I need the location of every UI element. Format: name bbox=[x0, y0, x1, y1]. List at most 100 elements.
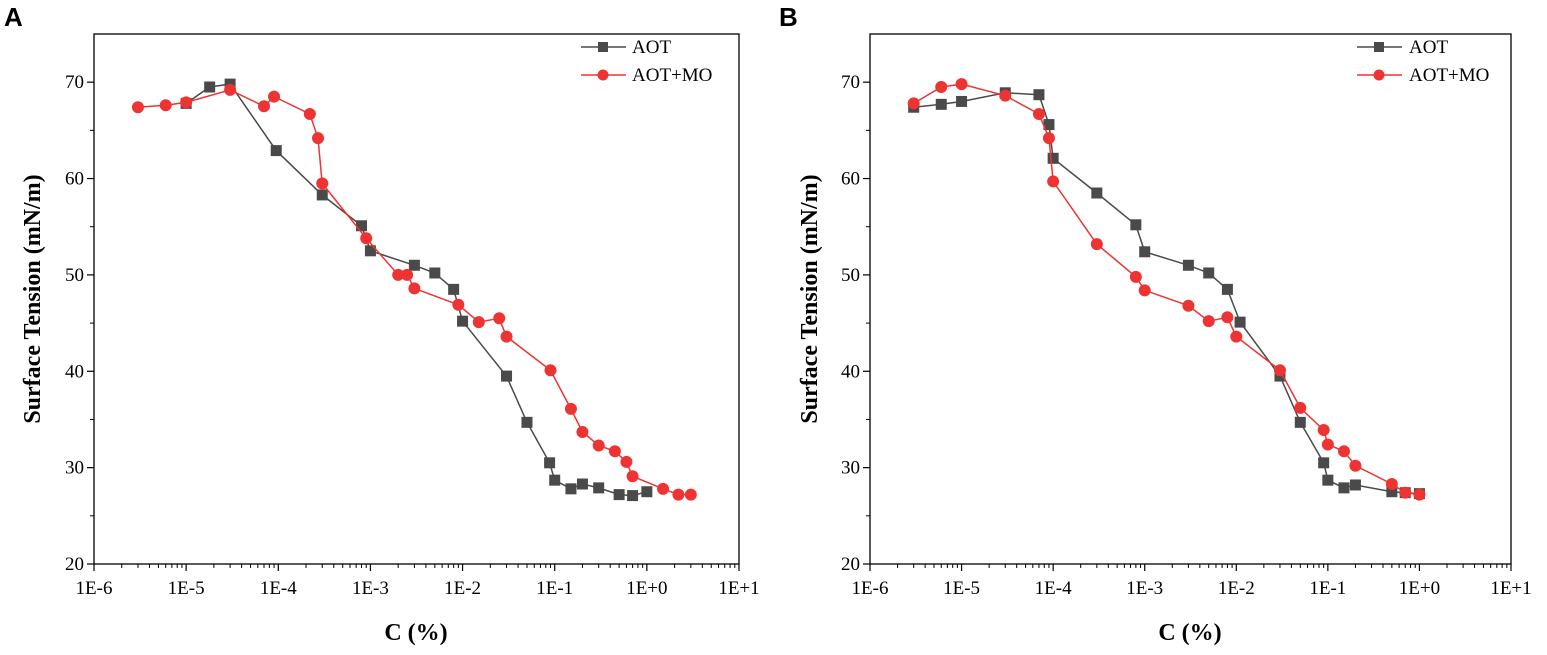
data-point-aot bbox=[1043, 119, 1055, 131]
data-point-aot bbox=[1338, 482, 1350, 494]
data-point-aot bbox=[641, 486, 653, 498]
data-point-aot-mo bbox=[1221, 311, 1234, 324]
axis-ticks bbox=[863, 81, 1512, 571]
panel-label-a: A bbox=[4, 2, 23, 32]
series-line-aot bbox=[913, 92, 1420, 495]
data-point-aot bbox=[565, 483, 577, 495]
data-point-aot-mo bbox=[564, 402, 577, 415]
data-series bbox=[131, 78, 697, 502]
data-point-aot bbox=[576, 478, 588, 490]
data-point-aot-mo bbox=[408, 282, 421, 295]
data-point-aot bbox=[1234, 316, 1246, 328]
x-tick-label: 1E+1 bbox=[718, 578, 759, 599]
y-tick-label: 60 bbox=[65, 169, 84, 190]
data-point-aot bbox=[457, 315, 469, 327]
data-point-aot-mo bbox=[401, 268, 414, 281]
x-tick-label: 1E-6 bbox=[76, 578, 113, 599]
data-point-aot-mo bbox=[392, 268, 405, 281]
axis-tick-labels: 1E-6 1E-5 1E-4 1E-3 1E-2 1E-1 1E+0 1E+1 20 30 40 50… bbox=[65, 72, 760, 599]
y-tick-label: 70 bbox=[65, 72, 84, 93]
data-point-aot-mo bbox=[1032, 107, 1045, 120]
x-tick-label: 1E+0 bbox=[1399, 578, 1440, 599]
data-point-aot-mo bbox=[360, 232, 373, 245]
data-point-aot bbox=[1130, 219, 1142, 231]
data-point-aot-mo bbox=[452, 298, 465, 311]
data-point-aot-mo bbox=[1129, 270, 1142, 283]
x-tick-label: 1E-5 bbox=[943, 578, 980, 599]
data-point-aot-mo bbox=[1321, 438, 1334, 451]
axis-tick-labels: 1E-6 1E-5 1E-4 1E-3 1E-2 1E-1 1E+0 1E+1 20 30 40 50… bbox=[841, 72, 1532, 599]
data-point-aot bbox=[1139, 246, 1151, 258]
x-tick-label: 1E-2 bbox=[444, 578, 481, 599]
data-point-aot-mo bbox=[657, 482, 670, 495]
data-point-aot bbox=[935, 98, 947, 110]
data-point-aot-mo bbox=[258, 100, 271, 113]
data-point-aot bbox=[544, 457, 556, 469]
data-point-aot-mo bbox=[1385, 478, 1398, 491]
data-point-aot-mo bbox=[1202, 315, 1215, 328]
x-tick-label: 1E-1 bbox=[536, 578, 573, 599]
panel-label-b: B bbox=[779, 2, 798, 32]
x-tick-label: 1E-3 bbox=[352, 578, 389, 599]
legend-marker-aot-mo bbox=[597, 69, 609, 81]
y-tick-label: 50 bbox=[841, 265, 860, 286]
y-axis-title: Surface Tension (mN/m) bbox=[797, 174, 823, 423]
data-point-aot bbox=[1322, 474, 1334, 486]
axis-ticks bbox=[87, 81, 740, 571]
x-tick-label: 1E-2 bbox=[1218, 578, 1255, 599]
data-point-aot bbox=[204, 81, 216, 93]
legend: AOT AOT+MO bbox=[1357, 37, 1489, 86]
x-tick-label: 1E-1 bbox=[1309, 578, 1346, 599]
y-axis-title: Surface Tension (mN/m) bbox=[20, 174, 46, 423]
data-point-aot-mo bbox=[620, 455, 633, 468]
data-point-aot-mo bbox=[684, 488, 697, 501]
x-tick-label: 1E-4 bbox=[260, 578, 297, 599]
data-series bbox=[907, 78, 1426, 501]
x-tick-label: 1E-5 bbox=[168, 578, 205, 599]
legend-label-aot-mo: AOT+MO bbox=[1409, 65, 1489, 86]
data-point-aot-mo bbox=[1090, 238, 1103, 251]
data-point-aot bbox=[1203, 267, 1215, 279]
data-point-aot bbox=[627, 490, 639, 502]
data-point-aot bbox=[1091, 187, 1103, 199]
legend-label-aot: AOT bbox=[1409, 37, 1448, 58]
plot-frame bbox=[869, 33, 1512, 565]
data-point-aot-mo bbox=[955, 78, 968, 91]
plot-frame bbox=[93, 33, 740, 565]
data-point-aot bbox=[956, 95, 968, 107]
legend-marker-aot bbox=[1374, 42, 1384, 52]
data-point-aot bbox=[1221, 283, 1233, 295]
x-axis-title: C (%) bbox=[384, 620, 447, 646]
y-tick-label: 30 bbox=[65, 458, 84, 479]
data-point-aot-mo bbox=[907, 97, 920, 110]
y-tick-label: 40 bbox=[841, 361, 860, 382]
y-tick-label: 50 bbox=[65, 265, 84, 286]
data-point-aot bbox=[408, 259, 420, 271]
data-point-aot-mo bbox=[1399, 486, 1412, 499]
y-tick-label: 30 bbox=[841, 458, 860, 479]
x-tick-label: 1E+0 bbox=[626, 578, 667, 599]
legend: AOT AOT+MO bbox=[581, 37, 712, 86]
data-point-aot-mo bbox=[1230, 330, 1243, 343]
data-point-aot-mo bbox=[500, 330, 513, 343]
legend-marker-aot-mo bbox=[1373, 69, 1385, 81]
data-point-aot bbox=[1386, 486, 1398, 498]
data-point-aot-mo bbox=[672, 488, 685, 501]
data-point-aot-mo bbox=[592, 439, 605, 452]
data-point-aot-mo bbox=[1042, 132, 1055, 145]
data-point-aot-mo bbox=[1047, 175, 1060, 188]
data-point-aot-mo bbox=[312, 132, 325, 145]
data-point-aot-mo bbox=[1349, 459, 1362, 472]
y-tick-label: 60 bbox=[841, 169, 860, 190]
data-point-aot bbox=[448, 283, 460, 295]
data-point-aot bbox=[593, 482, 605, 494]
data-point-aot-mo bbox=[576, 425, 589, 438]
data-point-aot-mo bbox=[316, 177, 329, 190]
data-point-aot-mo bbox=[1317, 424, 1330, 437]
data-point-aot-mo bbox=[1294, 401, 1307, 414]
data-point-aot bbox=[1182, 259, 1194, 271]
data-point-aot-mo bbox=[131, 101, 144, 114]
data-point-aot-mo bbox=[303, 107, 316, 120]
chart-panel-a: A 1E-6 1E-5 1E-4 1E-3 1E-2 1E-1 1E+0 1E+1 20 30 40… bbox=[4, 2, 760, 646]
